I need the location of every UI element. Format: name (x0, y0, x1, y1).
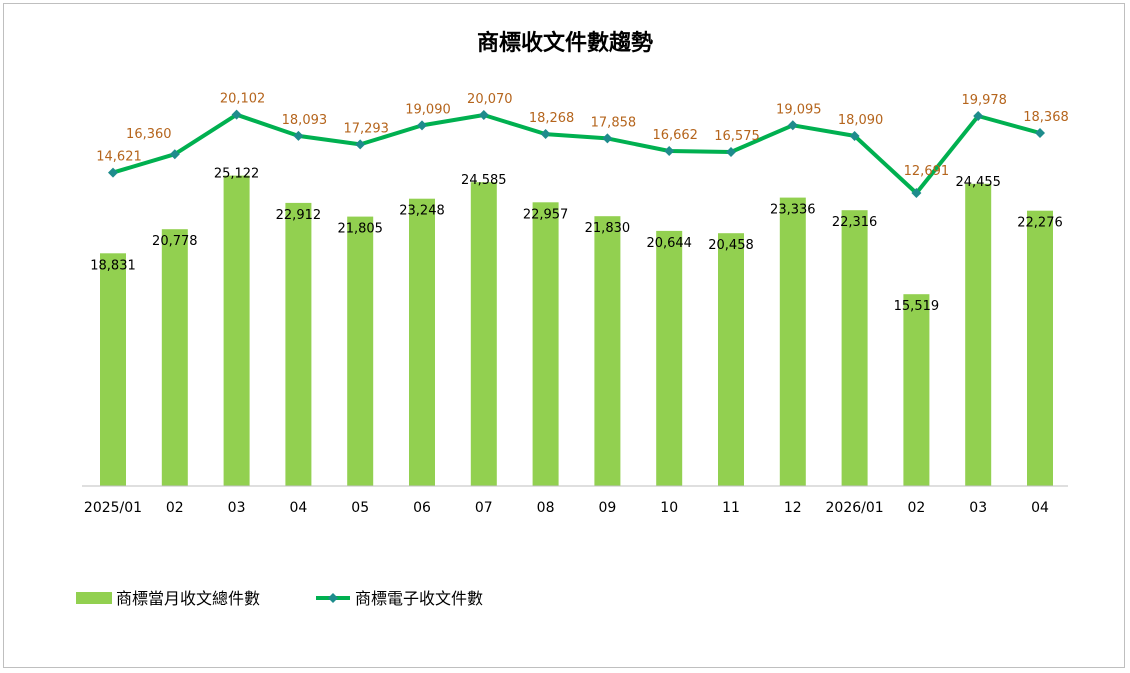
bar-data-label: 22,912 (276, 208, 322, 223)
x-tick-label: 02 (907, 500, 925, 516)
bar (718, 233, 744, 486)
bar-data-label: 24,585 (461, 173, 507, 188)
x-tick-label: 2025/01 (84, 500, 142, 516)
line-marker (973, 110, 984, 121)
line-marker (169, 149, 180, 160)
line-path (112, 112, 1041, 196)
x-tick-label: 07 (475, 500, 493, 516)
x-tick-labels: 2025/01 02 03 04 05 06 07 08 09 10 11 12 2026/01 02 03… (84, 500, 1049, 516)
line-data-label: 16,360 (126, 127, 172, 142)
bar (903, 294, 930, 486)
bar-data-label: 20,778 (152, 234, 198, 249)
bar-data-label: 23,336 (770, 203, 816, 218)
line-data-label: 12,691 (904, 164, 950, 179)
line-data-label: 18,090 (838, 113, 884, 128)
x-tick-label: 03 (228, 500, 246, 516)
line-data-label: 19,095 (776, 102, 822, 117)
bar-data-label: 22,957 (523, 207, 569, 222)
line-marker (787, 120, 798, 131)
x-tick-label: 08 (537, 500, 555, 516)
line-data-label: 19,090 (405, 102, 451, 117)
line-data-label: 17,858 (591, 115, 637, 130)
line-marker (293, 130, 304, 141)
line-marker (478, 109, 489, 120)
x-tick-label: 02 (166, 500, 184, 516)
line-marker (602, 133, 613, 144)
bar-data-label: 22,316 (832, 215, 878, 230)
x-tick-label: 12 (784, 500, 802, 516)
bar (347, 216, 374, 486)
x-tick-label: 04 (289, 500, 307, 516)
line-data-labels: 14,621 16,360 20,102 18,093 17,293 19,090 20,0… (96, 92, 1069, 179)
line-marker (355, 139, 366, 150)
bar-data-label: 20,644 (646, 236, 692, 251)
x-tick-label: 11 (722, 500, 740, 516)
line-marker (540, 129, 551, 140)
bar (409, 198, 435, 486)
bar-data-label: 18,831 (90, 258, 136, 273)
line-data-label: 14,621 (96, 150, 142, 165)
bar (841, 210, 868, 486)
bar-series (100, 175, 1053, 487)
bar (1027, 210, 1053, 486)
line-marker (664, 146, 675, 157)
x-tick-label: 05 (351, 500, 369, 516)
chart-frame (3, 3, 1125, 668)
bar-data-label: 21,830 (585, 221, 631, 236)
bar (470, 182, 497, 486)
legend-line-marker (328, 593, 338, 603)
bar (779, 197, 806, 486)
bar (285, 202, 312, 486)
line-data-label: 19,978 (961, 93, 1007, 108)
line-data-label: 16,575 (714, 129, 760, 144)
line-data-label: 20,102 (220, 92, 266, 107)
line-marker (231, 109, 242, 120)
x-tick-label: 04 (1031, 500, 1049, 516)
line-data-label: 18,093 (282, 113, 328, 128)
line-marker (911, 188, 922, 199)
line-series (108, 109, 1045, 199)
line-marker (726, 146, 736, 157)
x-tick-label: 06 (413, 500, 431, 516)
line-marker (849, 130, 860, 141)
line-marker (417, 120, 427, 131)
bar (223, 175, 250, 486)
x-tick-label: 09 (598, 500, 616, 516)
bar-data-label: 22,276 (1017, 216, 1063, 231)
line-data-label: 20,070 (467, 92, 513, 107)
x-tick-label: 03 (969, 500, 987, 516)
bar-data-label: 24,455 (955, 175, 1001, 190)
bar (594, 216, 621, 486)
bar-data-label: 21,805 (337, 222, 383, 237)
line-data-label: 18,368 (1023, 110, 1069, 125)
line-data-label: 18,268 (529, 111, 575, 126)
chart-title: 商標收文件數趨勢 (477, 30, 653, 56)
bar-data-label: 15,519 (894, 299, 940, 314)
bar-data-label: 25,122 (214, 167, 260, 182)
legend-bar-label: 商標當月收文總件數 (116, 589, 260, 608)
bar (656, 230, 683, 486)
line-data-label: 17,293 (343, 121, 389, 136)
line-data-label: 16,662 (652, 128, 698, 143)
x-tick-label: 10 (660, 500, 678, 516)
line-marker (108, 167, 118, 178)
bar-data-label: 20,458 (708, 238, 754, 253)
legend: 商標當月收文總件數 商標電子收文件數 (76, 589, 483, 608)
x-tick-label: 2026/01 (826, 500, 884, 516)
legend-bar-swatch (76, 592, 112, 604)
line-marker (1035, 128, 1045, 139)
bar (532, 202, 559, 487)
bar (965, 183, 992, 487)
bar-data-label: 23,248 (399, 204, 445, 219)
bar (100, 253, 126, 486)
legend-line-label: 商標電子收文件數 (355, 589, 483, 608)
bar-data-labels: 18,831 20,778 25,122 22,912 21,805 23,248 24,5… (90, 167, 1063, 315)
bar (161, 229, 188, 486)
